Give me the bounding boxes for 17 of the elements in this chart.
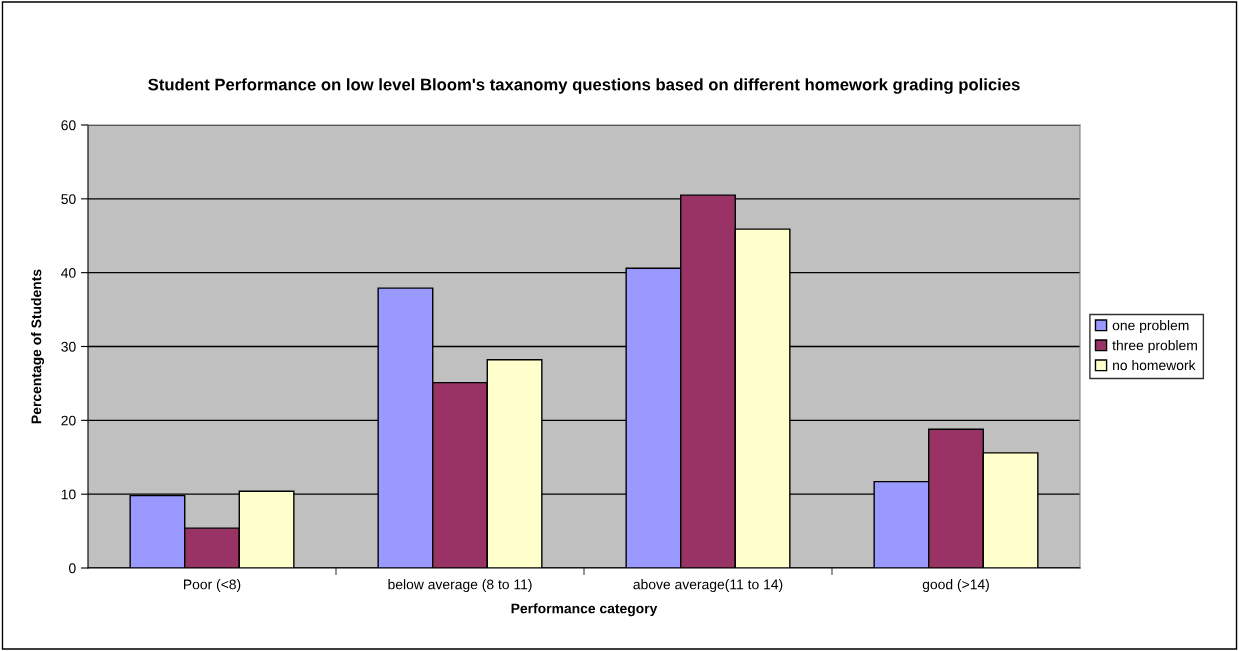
y-axis-title: Percentage of Students [31, 269, 45, 424]
chart-title: Student Performance on low level Bloom's taxanomy questions based on different homework grading policies [148, 78, 1020, 94]
y-tick-label: 60 [61, 120, 76, 131]
legend-label: three problem [1112, 340, 1197, 354]
x-tick-label: good (>14) [922, 579, 989, 593]
y-tick-label: 50 [61, 194, 76, 204]
x-tick-label: above average(11 to 14) [633, 579, 783, 593]
x-axis-title: Performance category [511, 603, 658, 617]
y-tick-label: 40 [61, 268, 76, 278]
y-tick-label: 20 [61, 415, 76, 426]
y-tick-label: 10 [61, 489, 76, 500]
legend-label: one problem [1112, 320, 1189, 334]
legend-label: no homework [1113, 360, 1196, 371]
y-tick-label: 0 [69, 563, 76, 574]
y-tick-label: 30 [61, 341, 76, 352]
x-tick-label: Poor (<8) [184, 579, 241, 593]
x-tick-label: below average (8 to 11) [388, 579, 532, 593]
